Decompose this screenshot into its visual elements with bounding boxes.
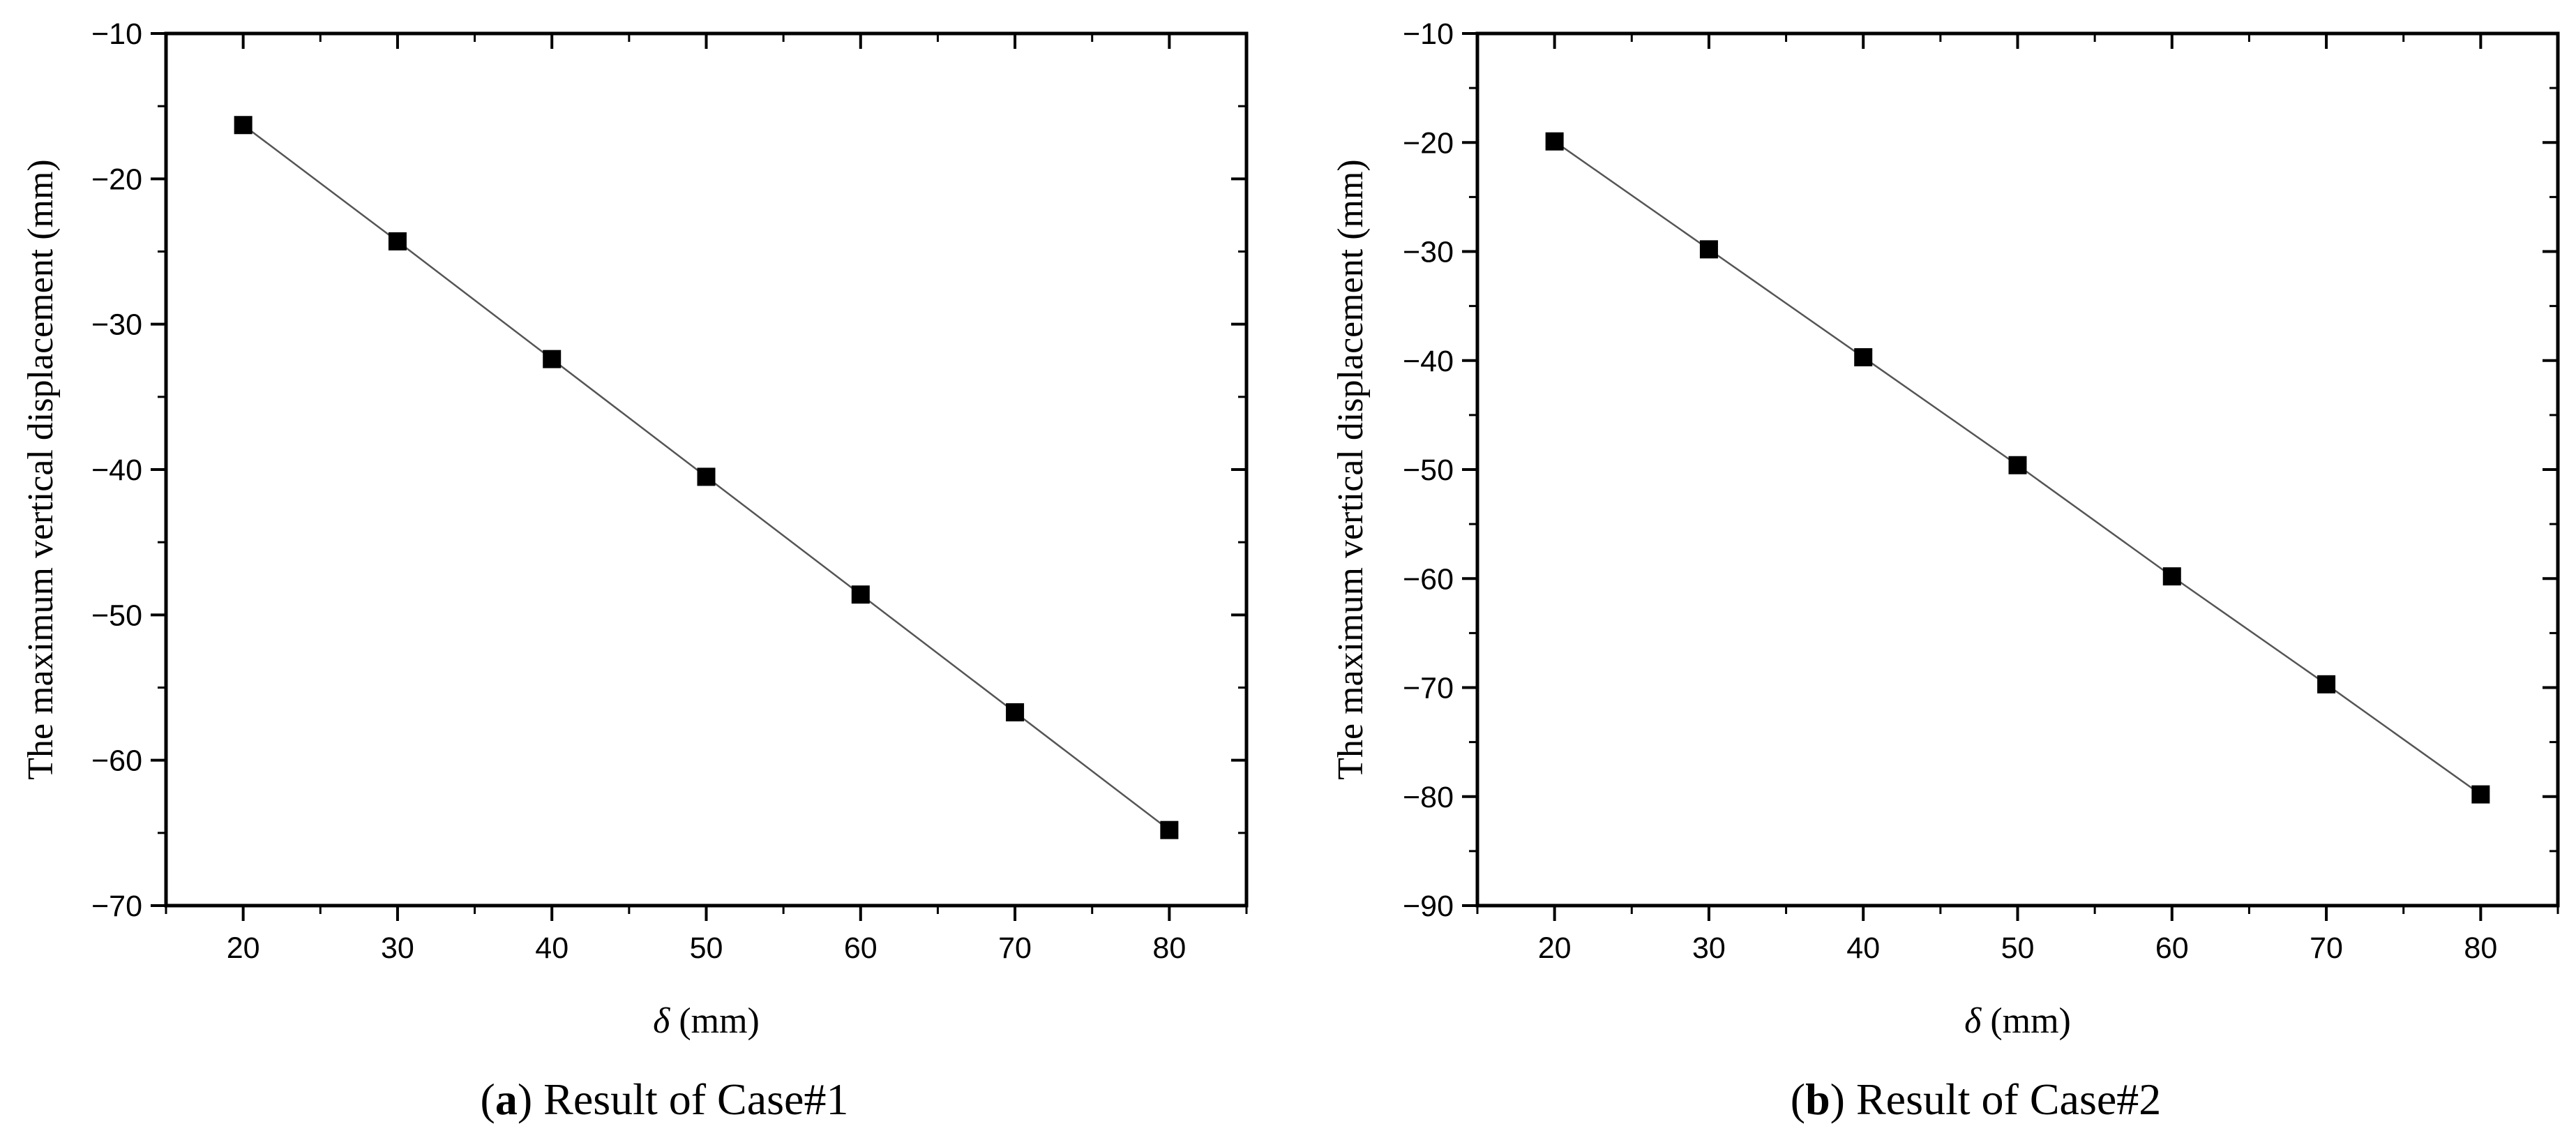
y-tick-label: −60 — [1403, 562, 1454, 596]
y-tick-label: −10 — [91, 17, 142, 51]
caption-letter: b — [1805, 1074, 1830, 1124]
x-tick-label: 40 — [1846, 931, 1880, 965]
y-tick-label: −40 — [1403, 345, 1454, 378]
y-axis-title: The maximum vertical displacement (mm) — [1331, 159, 1371, 779]
x-tick-label: 70 — [998, 931, 1032, 965]
y-tick-label: −50 — [91, 599, 142, 632]
data-point — [851, 585, 870, 604]
y-tick-label: −80 — [1403, 781, 1454, 814]
data-point — [388, 232, 407, 250]
data-point — [2008, 456, 2027, 474]
x-axis-unit: (mm) — [1981, 1001, 2071, 1041]
x-axis-symbol: δ — [653, 1001, 670, 1041]
x-tick-label: 50 — [2001, 931, 2035, 965]
caption-letter: a — [495, 1074, 518, 1124]
panel-caption: (b) Result of Case#2 — [1791, 1074, 2162, 1124]
panel-caption: (a) Result of Case#1 — [481, 1074, 849, 1124]
y-tick-label: −70 — [91, 890, 142, 923]
x-tick-label: 60 — [2155, 931, 2189, 965]
x-tick-label: 80 — [1152, 931, 1186, 965]
y-tick-label: −70 — [1403, 672, 1454, 705]
y-tick-label: −20 — [91, 163, 142, 196]
y-axis-title: The maximum vertical displacement (mm) — [21, 159, 61, 779]
x-tick-label: 80 — [2464, 931, 2497, 965]
data-point — [543, 350, 562, 368]
caption-title: ) Result of Case#2 — [1830, 1074, 2162, 1124]
data-point — [697, 467, 716, 486]
data-point — [1545, 132, 1564, 151]
y-tick-label: −50 — [1403, 453, 1454, 487]
y-tick-label: −90 — [1403, 890, 1454, 923]
chart-a: 20 30 40 50 60 70 80 −10 −20 −30 −40 −50 −60 −70 δ (mm… — [21, 17, 1249, 1124]
data-point — [1006, 703, 1025, 721]
x-tick-label: 20 — [1538, 931, 1572, 965]
x-tick-label: 40 — [535, 931, 568, 965]
caption-open: ( — [1791, 1074, 1805, 1124]
y-tick-label: −30 — [1403, 236, 1454, 269]
y-tick-label: −10 — [1403, 17, 1454, 51]
x-axis-unit: (mm) — [670, 1001, 760, 1041]
x-tick-label: 30 — [381, 931, 414, 965]
data-point — [234, 116, 253, 135]
caption-open: ( — [481, 1074, 495, 1124]
caption-title: ) Result of Case#1 — [518, 1074, 849, 1124]
data-point — [2162, 567, 2181, 586]
x-axis-title: δ (mm) — [653, 1001, 760, 1041]
data-point — [2471, 785, 2490, 804]
x-tick-label: 50 — [690, 931, 723, 965]
x-tick-label: 70 — [2310, 931, 2343, 965]
x-axis-title: δ (mm) — [1964, 1001, 2071, 1041]
data-point — [1699, 240, 1718, 259]
data-point — [2317, 675, 2336, 694]
x-tick-label: 20 — [227, 931, 260, 965]
chart-b: 20 30 40 50 60 70 80 −10 −20 −30 −40 −50 −60 −70 −80 −9… — [1331, 17, 2560, 1124]
y-tick-label: −60 — [91, 744, 142, 778]
x-tick-label: 30 — [1692, 931, 1726, 965]
data-point — [1854, 348, 1873, 367]
y-tick-label: −20 — [1403, 126, 1454, 160]
data-point — [1160, 820, 1179, 839]
x-tick-label: 60 — [844, 931, 878, 965]
y-tick-label: −40 — [91, 453, 142, 487]
y-tick-label: −30 — [91, 308, 142, 342]
x-axis-symbol: δ — [1964, 1001, 1982, 1041]
